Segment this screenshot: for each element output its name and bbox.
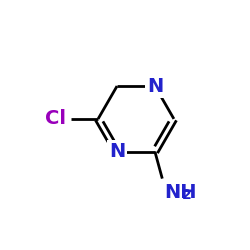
Text: N: N xyxy=(109,142,125,161)
Text: NH: NH xyxy=(165,184,197,203)
Text: 2: 2 xyxy=(182,188,192,202)
Text: N: N xyxy=(147,76,163,96)
Text: Cl: Cl xyxy=(45,110,66,128)
